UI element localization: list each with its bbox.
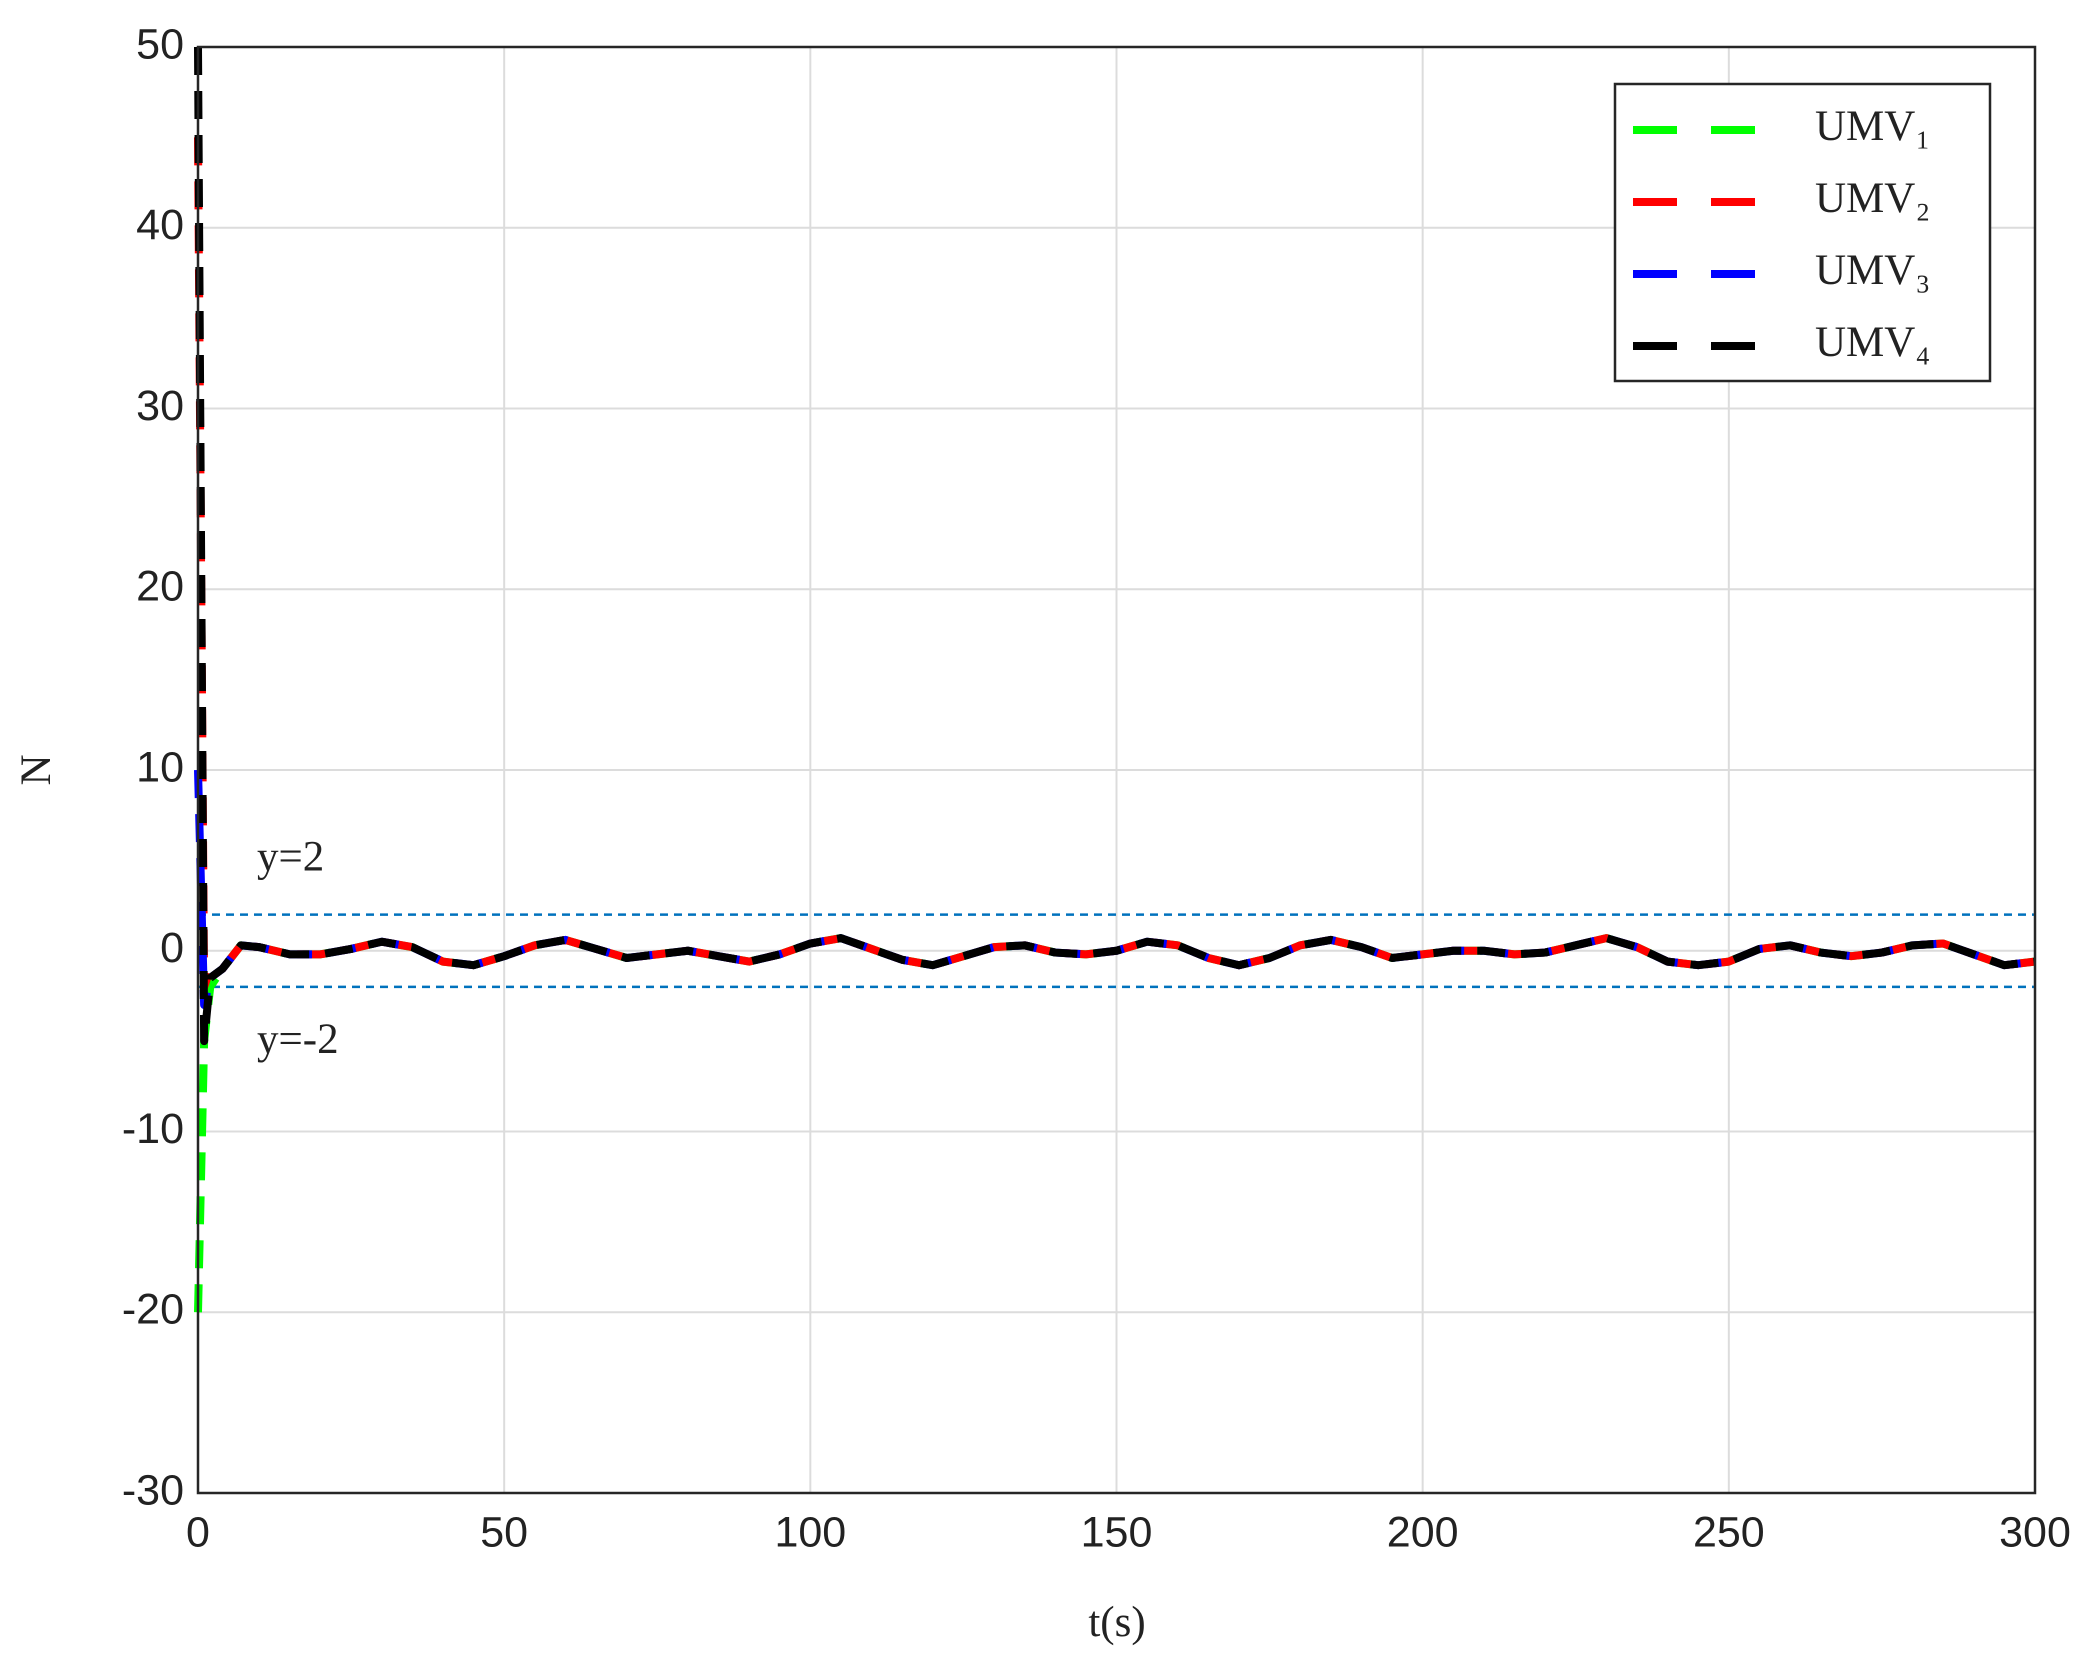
- x-tick-label: 250: [1693, 1508, 1765, 1556]
- x-tick-label: 50: [480, 1508, 528, 1556]
- y-tick-label: 50: [136, 20, 184, 68]
- y-tick-label: 0: [160, 924, 184, 972]
- y-tick-label: 40: [136, 201, 184, 249]
- y-axis-label: N: [13, 754, 60, 785]
- legend-box: [1613, 82, 1992, 383]
- legend-label: UMV₃: [1815, 247, 1930, 294]
- legend-label: UMV₄: [1815, 319, 1930, 366]
- legend-label: UMV₁: [1815, 103, 1930, 150]
- x-tick-label: 0: [186, 1508, 210, 1556]
- x-tick-label: 200: [1387, 1508, 1459, 1556]
- x-tick-label: 100: [774, 1508, 846, 1556]
- y-tick-label: 10: [136, 743, 184, 791]
- x-tick-label: 300: [1999, 1508, 2071, 1556]
- x-axis-label: t(s): [1088, 1599, 1145, 1646]
- legend-label: UMV₂: [1815, 175, 1930, 222]
- reference-label: y=-2: [257, 1016, 339, 1063]
- plot-frame: [196, 45, 2037, 1495]
- y-tick-label: -10: [122, 1105, 184, 1153]
- legend: UMV₁ UMV₂ UMV₃ UMV₄: [1613, 82, 1992, 383]
- x-tick-label: 150: [1081, 1508, 1153, 1556]
- y-tick-label: -30: [122, 1466, 184, 1514]
- series-line: [194, 46, 2036, 1046]
- y-tick-label: 20: [136, 563, 184, 611]
- y-tick-label: -20: [122, 1286, 184, 1334]
- y-tick-label: 30: [136, 382, 184, 430]
- reference-label: y=2: [257, 833, 324, 880]
